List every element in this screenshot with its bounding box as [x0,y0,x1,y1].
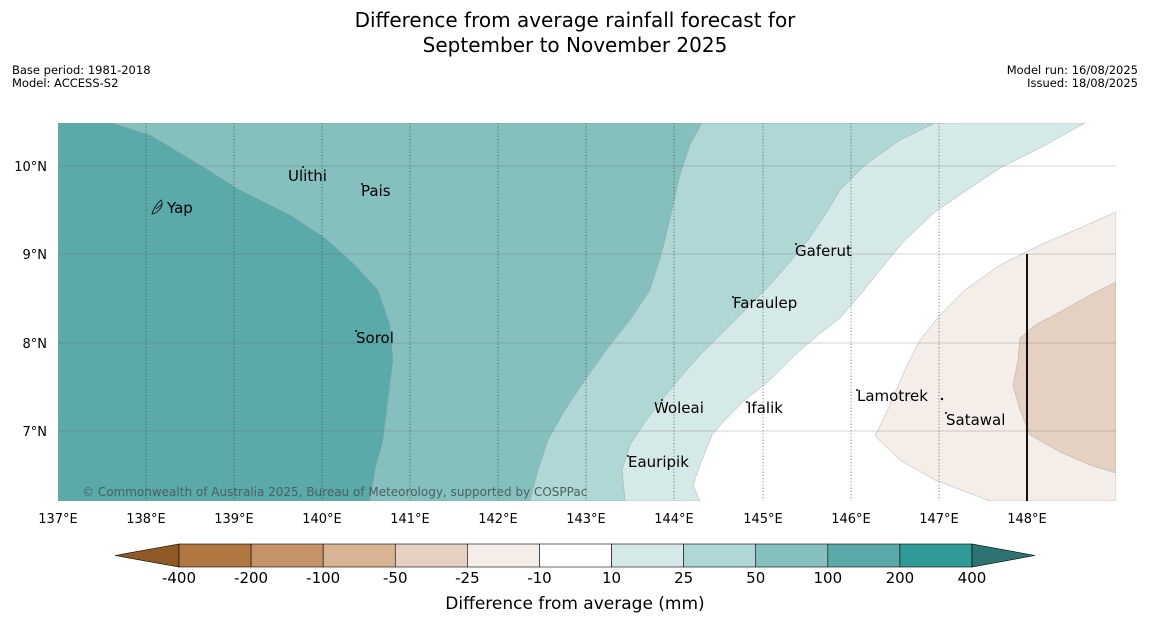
colorbar-tick-label: 400 [958,569,987,587]
meta-right: Model run: 16/08/2025 Issued: 18/08/2025 [1007,64,1138,90]
lon-label-140e: 140°E [302,512,342,527]
place-label-eauripik: Eauripik [628,453,689,471]
place-label-satawal: Satawal [946,411,1005,429]
place-label-faraulep: Faraulep [733,294,797,312]
map-title: Difference from average rainfall forecas… [0,8,1150,58]
place-labels: Ulithi Pais Yap Gaferut Faraulep Sorol L… [166,167,1005,471]
lon-label-148e: 148°E [1007,512,1047,527]
latitude-labels: 10°N 9°N 8°N 7°N [14,160,47,440]
colorbar: -400 -200 -100 -50 -25 -10 10 25 50 100 200 400 [114,543,1036,587]
colorbar-tick-label: -400 [162,569,196,587]
model-name: Model: ACCESS-S2 [12,76,119,90]
colorbar-tick-label: -50 [383,569,408,587]
colorbar-segment [178,543,252,568]
title-line-1: Difference from average rainfall forecas… [354,8,796,32]
place-label-sorol: Sorol [356,329,394,347]
colorbar-segment [755,543,829,568]
model-run: Model run: 16/08/2025 [1006,63,1138,77]
lon-label-145e: 145°E [743,512,783,527]
gridlines [58,123,1116,501]
colorbar-segment [827,543,901,568]
colorbar-segment [899,543,973,568]
colorbar-segment [322,543,396,568]
contour-100-200 [58,123,394,501]
colorbar-segment [394,543,468,568]
place-label-gaferut: Gaferut [795,242,852,260]
place-label-yap: Yap [166,199,193,217]
place-label-ifalik: Ifalik [747,399,783,417]
place-label-woleai: Woleai [654,399,704,417]
lon-label-146e: 146°E [831,512,871,527]
base-period: Base period: 1981-2018 [12,63,151,77]
lon-label-144e: 144°E [654,512,694,527]
colorbar-segment [539,543,612,568]
colorbar-tick-label: 200 [886,569,915,587]
colorbar-tick-label: 10 [602,569,621,587]
rainfall-contours [58,123,1116,501]
lon-label-142e: 142°E [478,512,518,527]
colorbar-tick-label: 100 [813,569,842,587]
colorbar-segment [683,543,757,568]
lat-label-9n: 9°N [23,248,48,263]
lat-label-7n: 7°N [23,425,48,440]
colorbar-tick-label: -25 [455,569,480,587]
yap-island-shape [151,199,163,215]
lon-label-139e: 139°E [214,512,254,527]
lon-label-138e: 138°E [126,512,166,527]
colorbar-segment [467,543,540,568]
islands [151,165,948,457]
lon-label-147e: 147°E [919,512,959,527]
lon-label-143e: 143°E [566,512,606,527]
colorbar-extend-high [971,543,1036,568]
colorbar-label: Difference from average (mm) [445,594,704,614]
place-label-pais: Pais [361,182,391,200]
place-label-ulithi: Ulithi [288,167,327,185]
contour-neg25-neg50 [1012,281,1116,474]
copyright-notice: © Commonwealth of Australia 2025, Bureau… [82,485,587,499]
title-line-2: September to November 2025 [422,33,728,57]
lat-label-10n: 10°N [14,160,47,175]
colorbar-tick-label: -100 [306,569,340,587]
colorbar-tick-label: -200 [234,569,268,587]
colorbar-tick-label: -10 [527,569,552,587]
colorbar-tick-label: 50 [746,569,765,587]
meta-left: Base period: 1981-2018 Model: ACCESS-S2 [12,64,151,90]
lon-label-141e: 141°E [390,512,430,527]
colorbar-segment [611,543,684,568]
place-label-lamotrek: Lamotrek [857,387,928,405]
lat-label-8n: 8°N [23,337,48,352]
colorbar-tick-label: 25 [674,569,693,587]
colorbar-segment [250,543,324,568]
colorbar-extend-low [114,543,180,568]
issued-date: Issued: 18/08/2025 [1027,76,1138,90]
longitude-labels: 137°E 138°E 139°E 140°E 141°E 142°E 143°… [38,512,1047,527]
lon-label-137e: 137°E [38,512,78,527]
